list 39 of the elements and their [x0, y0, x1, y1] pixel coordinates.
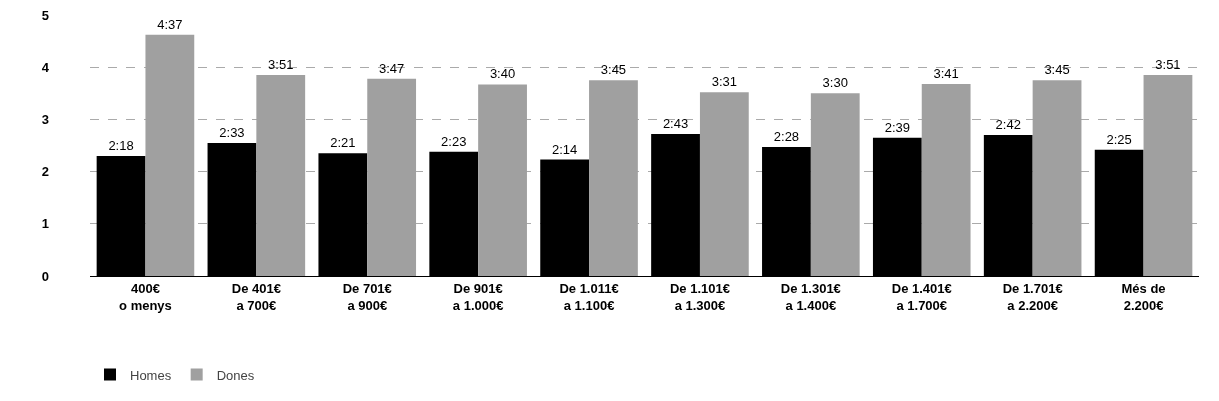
data-label: 3:45	[600, 62, 627, 78]
data-label: 3:40	[489, 66, 516, 82]
data-label: 2:28	[773, 129, 800, 145]
y-tick-label: 0	[41, 268, 49, 284]
data-label: 2:33	[219, 124, 245, 140]
x-tick-label: De 901€ a 1.000€	[452, 280, 504, 313]
x-tick-label: Més de 2.200€	[1121, 280, 1166, 313]
x-tick-label: De 701€ a 900€	[342, 280, 392, 313]
x-tick-label: 400€ o menys	[119, 280, 172, 313]
data-label: 3:45	[1044, 62, 1070, 78]
data-label: 2:25	[1106, 131, 1132, 147]
y-tick-label: 3	[41, 111, 49, 127]
data-label: 3:51	[268, 57, 294, 73]
legend-label: Dones	[216, 367, 255, 383]
data-label: 2:14	[551, 141, 578, 157]
data-label: 3:30	[822, 75, 848, 91]
x-tick-label: De 1.701€ a 2.200€	[1002, 280, 1063, 313]
bar	[699, 92, 749, 276]
data-label: 2:42	[995, 117, 1021, 133]
data-label: 3:41	[933, 65, 959, 81]
x-tick-label: De 1.301€ a 1.400€	[780, 280, 841, 313]
x-tick-label: De 401€ a 700€	[231, 280, 281, 313]
data-label: 3:51	[1155, 57, 1181, 73]
data-label: 2:21	[330, 135, 356, 151]
data-label: 2:39	[884, 119, 911, 135]
x-tick-label: De 1.401€ a 1.700€	[891, 280, 952, 313]
y-tick-label: 4	[41, 59, 50, 75]
y-tick-label: 2	[41, 164, 49, 180]
data-label: 2:18	[108, 137, 134, 153]
data-label: 2:23	[441, 133, 467, 149]
data-label: 4:37	[157, 16, 183, 32]
y-tick-label: 5	[41, 7, 49, 23]
data-label: 2:43	[662, 116, 689, 132]
data-label: 3:31	[711, 74, 738, 90]
legend-label: Homes	[130, 367, 172, 383]
x-tick-label: De 1.011€ a 1.100€	[559, 280, 619, 313]
data-label: 3:47	[378, 60, 405, 76]
x-tick-label: De 1.101€ a 1.300€	[669, 280, 730, 313]
y-tick-label: 1	[41, 216, 49, 232]
